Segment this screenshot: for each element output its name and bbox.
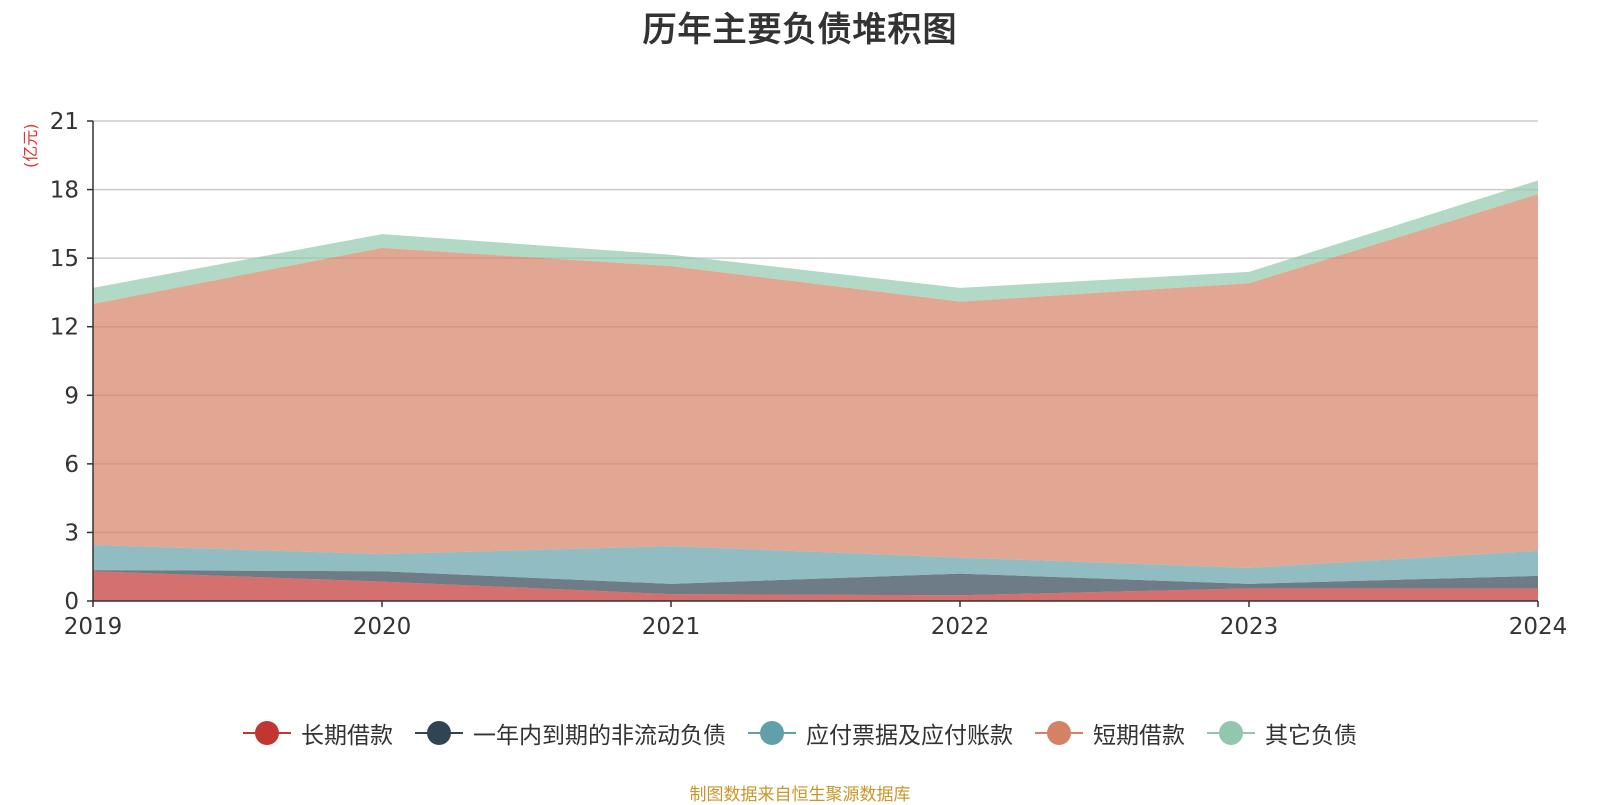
x-tick-label: 2024 <box>1509 614 1568 640</box>
y-tick-label: 21 <box>50 109 79 135</box>
area-series-0 <box>93 571 1538 601</box>
x-tick-label: 2020 <box>353 614 412 640</box>
legend-label: 短期借款 <box>1093 723 1185 749</box>
y-tick-label: 9 <box>64 383 79 409</box>
y-tick-label: 3 <box>64 520 79 546</box>
x-tick-label: 2019 <box>64 614 123 640</box>
area-series-1 <box>93 570 1538 596</box>
area-layer <box>93 180 1538 601</box>
x-tick-label: 2023 <box>1220 614 1279 640</box>
legend-marker <box>748 721 796 745</box>
legend-label: 其它负债 <box>1265 723 1357 749</box>
area-series-2 <box>93 545 1538 584</box>
chart-title: 历年主要负债堆积图 <box>642 10 958 50</box>
legend-item-1[interactable]: 一年内到期的非流动负债 <box>415 716 726 750</box>
legend-marker <box>415 721 463 745</box>
legend: 长期借款 一年内到期的非流动负债 应付票据及应付账款 短期借款 其它负债 <box>0 716 1600 750</box>
legend-label: 长期借款 <box>301 723 393 749</box>
legend-item-2[interactable]: 应付票据及应付账款 <box>748 716 1013 750</box>
x-tick-label: 2022 <box>931 614 990 640</box>
y-tick-label: 12 <box>50 315 79 341</box>
legend-label: 一年内到期的非流动负债 <box>473 723 726 749</box>
legend-marker <box>1207 721 1255 745</box>
y-tick-label: 0 <box>64 589 79 615</box>
source-note: 制图数据来自恒生聚源数据库 <box>689 785 911 805</box>
legend-marker-dot <box>1047 721 1071 745</box>
legend-marker-dot <box>427 721 451 745</box>
legend-marker-dot <box>1219 721 1243 745</box>
legend-marker <box>1035 721 1083 745</box>
legend-marker-dot <box>255 721 279 745</box>
y-tick-label: 15 <box>50 246 79 272</box>
legend-label: 应付票据及应付账款 <box>806 723 1013 749</box>
area-series-4 <box>93 180 1538 304</box>
legend-item-3[interactable]: 短期借款 <box>1035 716 1185 750</box>
y-axis-unit-label: (亿元) <box>21 123 40 169</box>
legend-item-0[interactable]: 长期借款 <box>243 716 393 750</box>
y-tick-label: 18 <box>50 178 79 204</box>
legend-marker <box>243 721 291 745</box>
axes: 0 3 6 9 12 15 18 21 2019 2020 2021 2022 2023 2024 <box>50 109 1568 640</box>
y-tick-label: 6 <box>64 452 79 478</box>
area-series-3 <box>93 194 1538 568</box>
legend-item-4[interactable]: 其它负债 <box>1207 716 1357 750</box>
x-tick-label: 2021 <box>642 614 701 640</box>
legend-marker-dot <box>760 721 784 745</box>
